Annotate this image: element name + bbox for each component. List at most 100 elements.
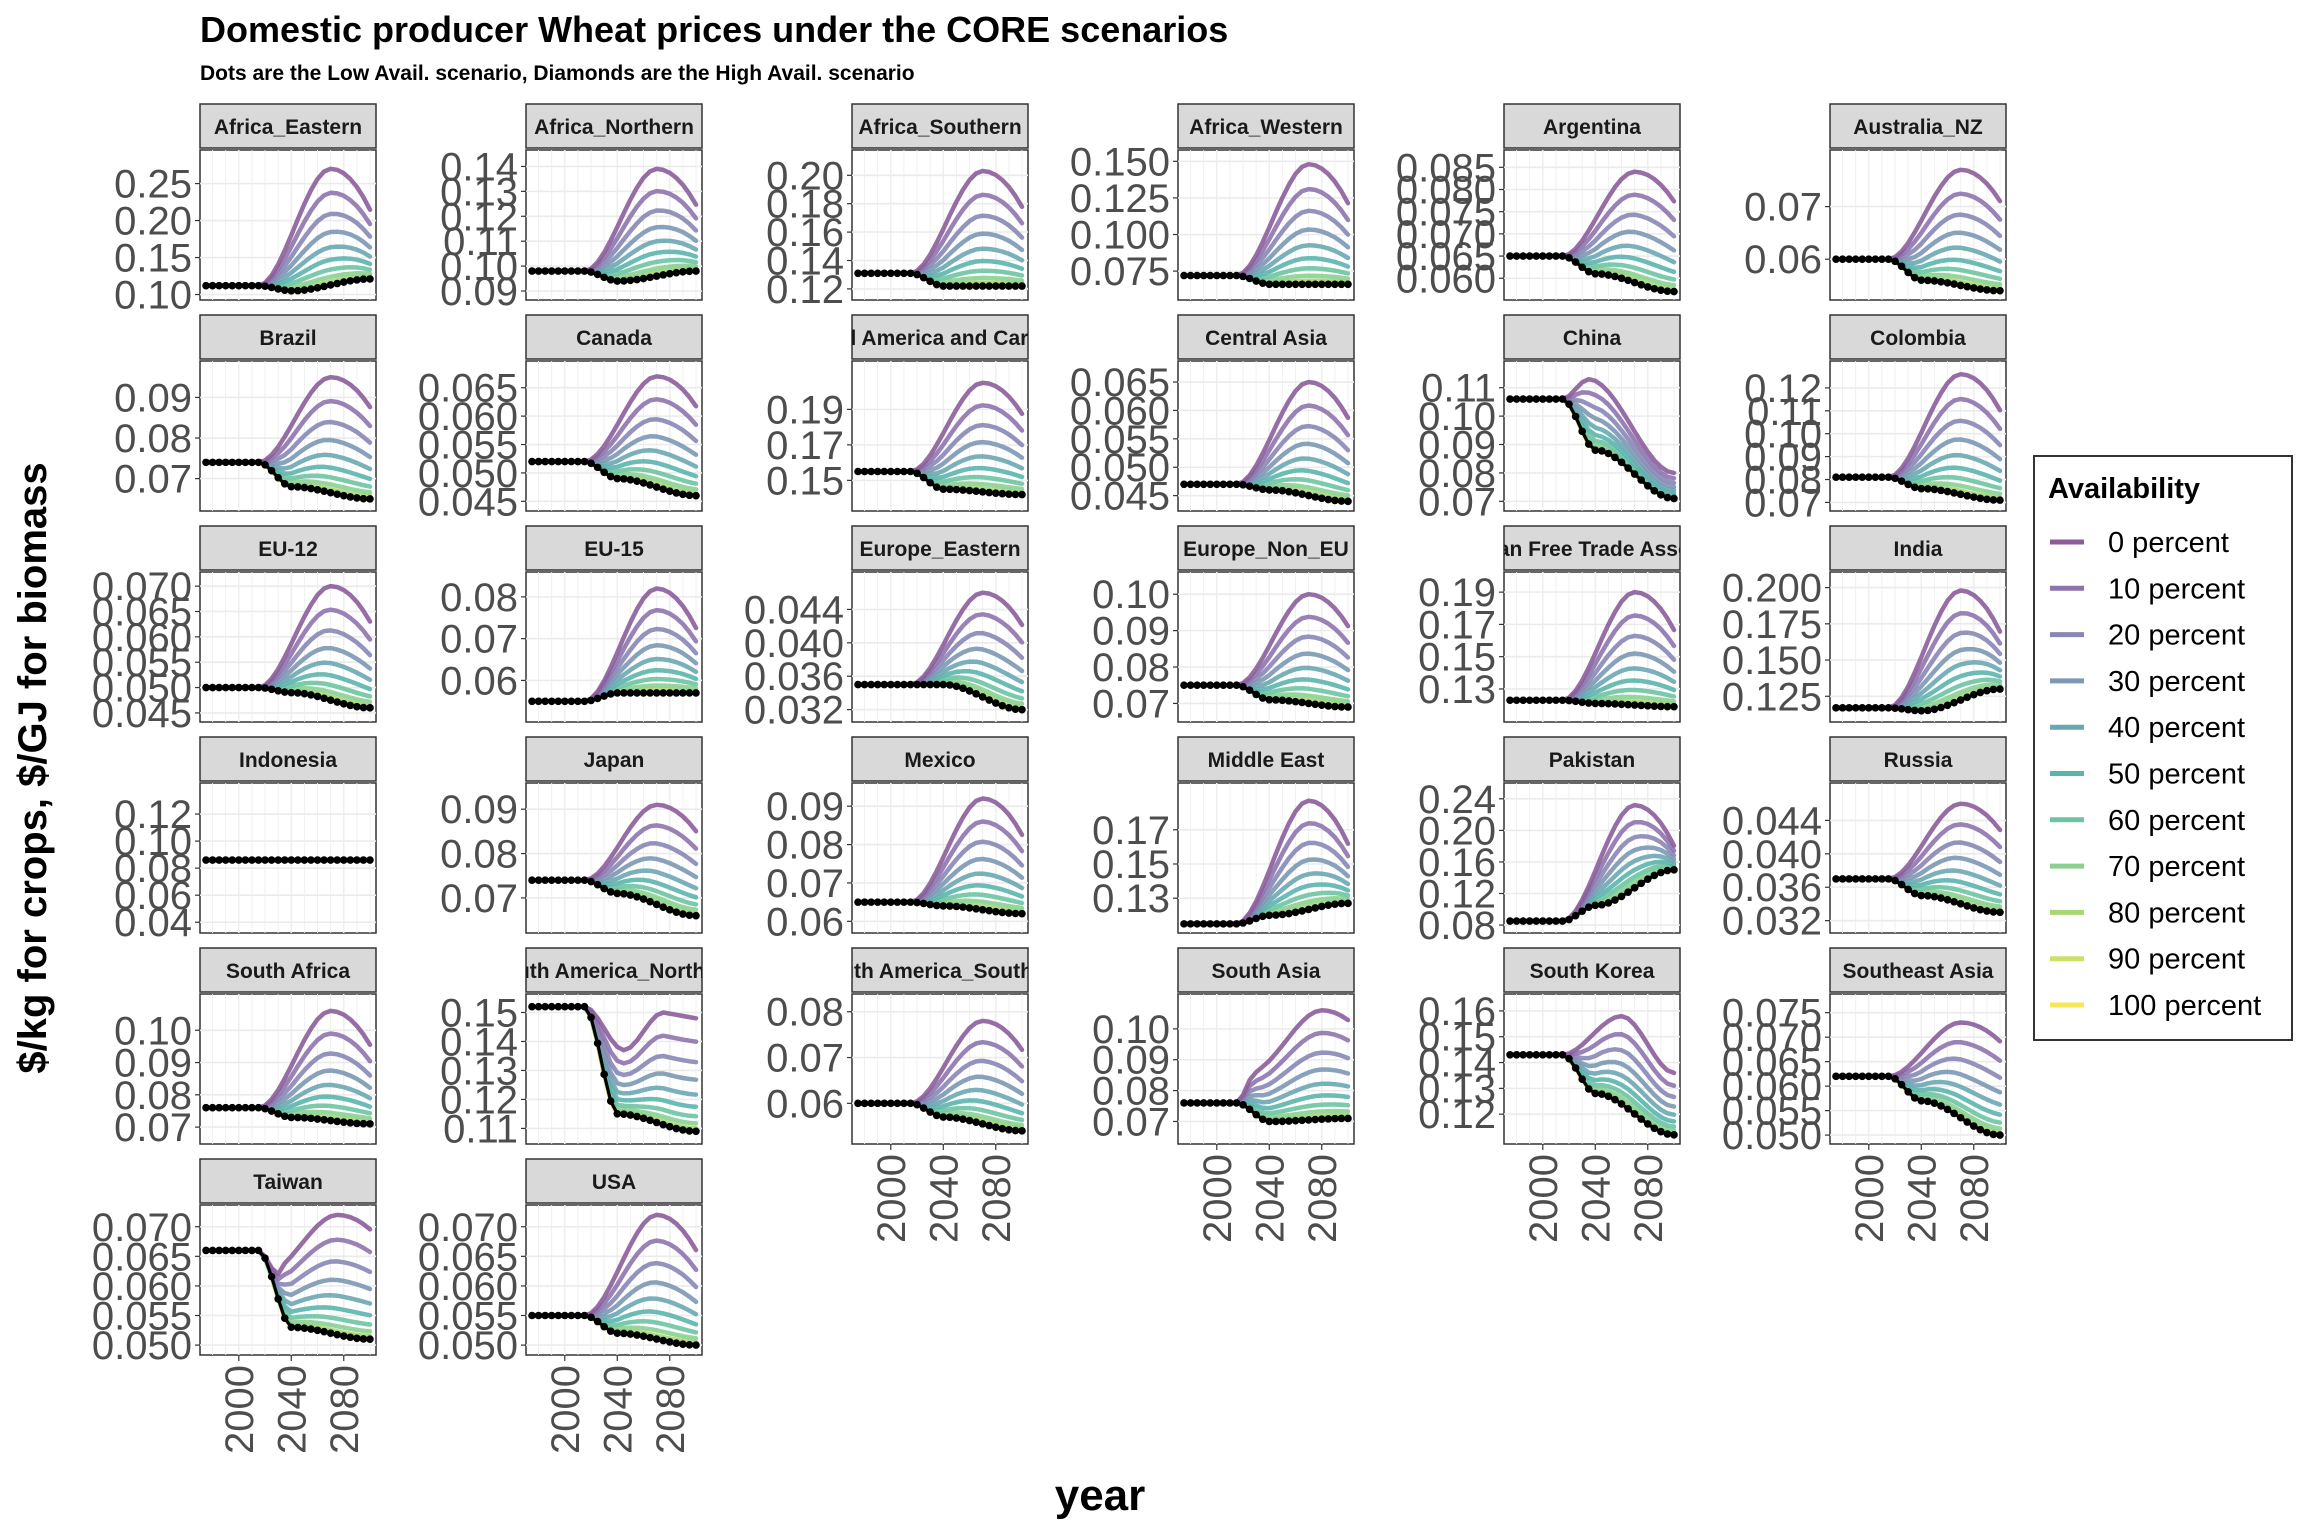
low-avail-dot bbox=[1565, 254, 1573, 262]
low-avail-dot bbox=[1943, 487, 1952, 496]
low-avail-dot bbox=[1617, 458, 1626, 467]
y-tick-label: 0.060 bbox=[418, 395, 518, 439]
y-tick-label: 0.085 bbox=[1396, 146, 1496, 190]
low-avail-dot bbox=[1630, 470, 1639, 478]
low-avail-dot bbox=[528, 457, 536, 466]
low-avail-dot bbox=[926, 900, 934, 909]
low-avail-dot bbox=[1996, 286, 2004, 295]
series-lines bbox=[202, 1212, 374, 1343]
low-avail-dot bbox=[580, 1311, 589, 1320]
low-avail-dot bbox=[1571, 258, 1580, 266]
y-tick-label: 0.04 bbox=[114, 901, 192, 945]
low-avail-dot bbox=[939, 902, 948, 910]
series-lines bbox=[202, 166, 374, 295]
y-tick-label: 0.17 bbox=[1418, 603, 1496, 647]
y-tick-label: 0.14 bbox=[1418, 1042, 1496, 1086]
facet-strip-label: Africa_Western bbox=[1189, 116, 1343, 139]
low-avail-dot bbox=[1011, 282, 1020, 290]
x-tick-label: 2040 bbox=[1900, 1154, 1944, 1243]
low-avail-dot bbox=[1272, 280, 1280, 289]
low-avail-dot bbox=[1011, 490, 1020, 499]
facet-strip bbox=[1177, 736, 1355, 782]
low-avail-dot bbox=[1206, 480, 1215, 489]
y-tick-label: 0.080 bbox=[1396, 169, 1496, 213]
low-avail-dot bbox=[646, 1333, 654, 1342]
low-avail-dot bbox=[1337, 1114, 1346, 1123]
facet-strip bbox=[851, 525, 1029, 571]
low-avail-dot bbox=[665, 1338, 674, 1346]
low-avail-dot bbox=[561, 457, 569, 466]
low-avail-dot bbox=[1506, 917, 1514, 925]
series-lines bbox=[854, 796, 1026, 918]
low-avail-dot bbox=[300, 286, 309, 294]
low-avail-dot bbox=[1884, 473, 1893, 482]
low-avail-dot bbox=[1344, 703, 1352, 711]
low-avail-dot bbox=[359, 1119, 368, 1128]
low-avail-dot bbox=[1285, 487, 1293, 496]
y-tick-label: 0.09 bbox=[766, 785, 844, 829]
low-avail-dot bbox=[1278, 486, 1287, 495]
low-avail-dot bbox=[254, 1103, 263, 1112]
low-avail-dot bbox=[1884, 255, 1893, 263]
low-avail-dot bbox=[887, 898, 895, 906]
low-avail-dot bbox=[241, 458, 250, 467]
facet-panel: Central America and Caribbean 0.150.170.1… bbox=[766, 314, 1029, 512]
facet-strip bbox=[525, 103, 703, 149]
low-avail-dot bbox=[1663, 493, 1672, 502]
low-avail-dot bbox=[346, 856, 355, 864]
low-avail-dot bbox=[1558, 395, 1567, 403]
low-avail-dot bbox=[1637, 701, 1645, 710]
low-avail-dot bbox=[1891, 1074, 1899, 1083]
low-avail-dot bbox=[1005, 490, 1013, 498]
low-avail-dot bbox=[1226, 920, 1234, 928]
low-avail-dot bbox=[1611, 700, 1619, 708]
low-avail-dot bbox=[1670, 494, 1678, 503]
low-avail-dot bbox=[926, 1108, 934, 1116]
low-avail-dot bbox=[1011, 909, 1020, 918]
x-tick-label: 2080 bbox=[1953, 1154, 1997, 1243]
low-avail-dot bbox=[600, 884, 608, 893]
low-avail-dot bbox=[1226, 271, 1234, 280]
low-avail-dot bbox=[1650, 1124, 1659, 1133]
low-avail-dot bbox=[534, 267, 543, 275]
low-avail-dot bbox=[887, 467, 895, 476]
low-avail-dot bbox=[1558, 1051, 1567, 1059]
facet-strip-label: South America_Northern bbox=[490, 960, 738, 983]
y-tick-label: 0.07 bbox=[440, 877, 518, 921]
x-tick-label: 2080 bbox=[1627, 1154, 1671, 1243]
low-avail-dot bbox=[952, 282, 961, 290]
low-avail-dot bbox=[919, 680, 928, 689]
low-avail-dot bbox=[1930, 277, 1939, 285]
low-avail-dot bbox=[952, 902, 961, 911]
low-avail-dot bbox=[860, 1099, 869, 1108]
series-lines bbox=[1506, 376, 1678, 503]
low-avail-dot bbox=[639, 274, 648, 283]
low-avail-dot bbox=[1924, 892, 1932, 900]
y-tick-label: 0.075 bbox=[1722, 992, 1822, 1036]
low-avail-dot bbox=[320, 487, 328, 496]
low-avail-dot bbox=[998, 1124, 1007, 1133]
low-avail-dot bbox=[1910, 706, 1919, 715]
y-tick-label: 0.08 bbox=[114, 847, 192, 891]
low-avail-dot bbox=[906, 1099, 915, 1108]
y-tick-label: 0.065 bbox=[1070, 361, 1170, 405]
low-avail-dot bbox=[267, 1272, 276, 1281]
low-avail-dot bbox=[1239, 272, 1247, 281]
low-avail-dot bbox=[307, 856, 315, 864]
low-avail-dot bbox=[692, 1127, 700, 1136]
low-avail-dot bbox=[1278, 280, 1287, 289]
y-tick-label: 0.12 bbox=[440, 195, 518, 239]
legend-label: 100 percent bbox=[2108, 990, 2261, 1022]
low-avail-dot bbox=[541, 457, 549, 466]
y-tick-label: 0.09 bbox=[440, 788, 518, 832]
low-avail-dot bbox=[613, 889, 622, 898]
low-avail-dot bbox=[300, 856, 309, 864]
low-avail-dot bbox=[346, 493, 355, 501]
low-avail-dot bbox=[633, 275, 641, 284]
facet-strip bbox=[199, 103, 377, 149]
y-tick-label: 0.07 bbox=[114, 1106, 192, 1150]
low-avail-dot bbox=[1206, 271, 1215, 280]
low-avail-dot bbox=[547, 1002, 556, 1011]
low-avail-dot bbox=[1578, 907, 1586, 915]
low-avail-dot bbox=[1344, 1114, 1352, 1123]
